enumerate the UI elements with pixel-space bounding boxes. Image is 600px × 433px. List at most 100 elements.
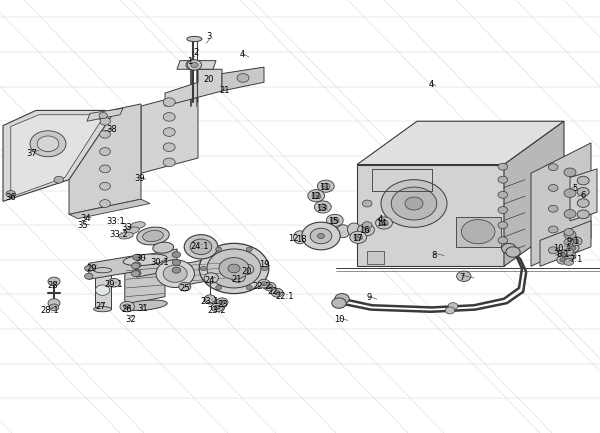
Circle shape — [85, 273, 93, 279]
Ellipse shape — [119, 232, 133, 239]
Circle shape — [108, 278, 120, 287]
Circle shape — [314, 201, 331, 213]
Text: 25: 25 — [179, 284, 190, 293]
Text: 9:1: 9:1 — [567, 237, 580, 246]
Circle shape — [577, 176, 589, 185]
Circle shape — [163, 128, 175, 136]
Circle shape — [317, 180, 334, 192]
Polygon shape — [177, 255, 228, 287]
Text: 23:1: 23:1 — [200, 297, 219, 306]
Circle shape — [317, 233, 325, 239]
Circle shape — [95, 285, 110, 295]
Text: 26: 26 — [121, 305, 132, 313]
Circle shape — [37, 136, 59, 152]
Polygon shape — [165, 69, 222, 106]
Circle shape — [564, 259, 574, 265]
Circle shape — [48, 299, 60, 307]
Circle shape — [133, 270, 141, 276]
Text: 4: 4 — [240, 51, 245, 59]
Circle shape — [376, 217, 392, 229]
Circle shape — [186, 60, 200, 70]
Text: 29:1: 29:1 — [104, 281, 122, 289]
Circle shape — [187, 60, 202, 70]
Circle shape — [231, 272, 245, 282]
Circle shape — [548, 247, 558, 254]
Circle shape — [381, 180, 447, 227]
Circle shape — [350, 231, 367, 243]
Text: 7: 7 — [460, 273, 464, 281]
Text: 1: 1 — [188, 57, 193, 66]
Polygon shape — [11, 115, 101, 197]
Text: 38: 38 — [106, 126, 117, 134]
Polygon shape — [69, 199, 150, 219]
Circle shape — [391, 187, 437, 220]
Circle shape — [577, 210, 589, 219]
Circle shape — [100, 165, 110, 173]
Circle shape — [191, 62, 198, 68]
Circle shape — [312, 193, 320, 199]
Circle shape — [219, 258, 249, 279]
Text: 7:1: 7:1 — [569, 255, 583, 264]
Text: 37: 37 — [26, 149, 37, 158]
Circle shape — [207, 297, 213, 302]
Ellipse shape — [326, 226, 339, 239]
Circle shape — [564, 189, 576, 197]
Circle shape — [239, 264, 254, 275]
Text: 14: 14 — [376, 220, 387, 228]
Circle shape — [184, 235, 218, 259]
Circle shape — [506, 247, 520, 257]
Polygon shape — [3, 110, 111, 201]
Circle shape — [100, 182, 110, 190]
Circle shape — [133, 262, 141, 268]
Circle shape — [498, 237, 508, 244]
Circle shape — [131, 271, 140, 277]
Circle shape — [100, 130, 110, 138]
Circle shape — [172, 252, 181, 258]
Circle shape — [100, 117, 110, 125]
Text: 8:1: 8:1 — [556, 250, 569, 259]
Circle shape — [228, 264, 240, 273]
Circle shape — [548, 184, 558, 191]
Circle shape — [264, 282, 276, 291]
Circle shape — [302, 222, 340, 250]
Circle shape — [560, 258, 566, 262]
Circle shape — [219, 300, 225, 304]
Text: 30: 30 — [136, 254, 146, 263]
Text: 33: 33 — [121, 223, 132, 232]
Circle shape — [261, 281, 267, 286]
Text: 32: 32 — [125, 315, 136, 324]
Circle shape — [262, 266, 268, 271]
Text: 9: 9 — [367, 294, 371, 302]
Polygon shape — [87, 108, 123, 121]
Circle shape — [498, 207, 508, 213]
Circle shape — [502, 243, 516, 254]
Circle shape — [322, 183, 330, 189]
Circle shape — [577, 199, 589, 207]
Circle shape — [199, 243, 269, 294]
Circle shape — [498, 163, 508, 170]
Circle shape — [49, 304, 59, 311]
Circle shape — [498, 191, 508, 198]
Text: 22:1: 22:1 — [275, 292, 293, 301]
Text: 33:2: 33:2 — [109, 230, 128, 239]
Circle shape — [570, 237, 582, 246]
Polygon shape — [125, 260, 165, 305]
Polygon shape — [89, 255, 136, 279]
Circle shape — [564, 229, 574, 236]
Circle shape — [354, 234, 362, 240]
Circle shape — [335, 294, 349, 304]
Circle shape — [172, 267, 181, 273]
Circle shape — [99, 113, 107, 119]
Polygon shape — [531, 143, 591, 266]
Polygon shape — [141, 91, 198, 173]
Circle shape — [557, 255, 569, 264]
Circle shape — [358, 224, 374, 236]
Ellipse shape — [123, 300, 167, 310]
Circle shape — [120, 301, 134, 312]
Circle shape — [332, 298, 346, 308]
Text: 39: 39 — [134, 174, 145, 183]
Text: 21: 21 — [232, 275, 242, 284]
Ellipse shape — [137, 227, 169, 245]
Text: 4: 4 — [378, 215, 383, 223]
Ellipse shape — [125, 227, 139, 234]
